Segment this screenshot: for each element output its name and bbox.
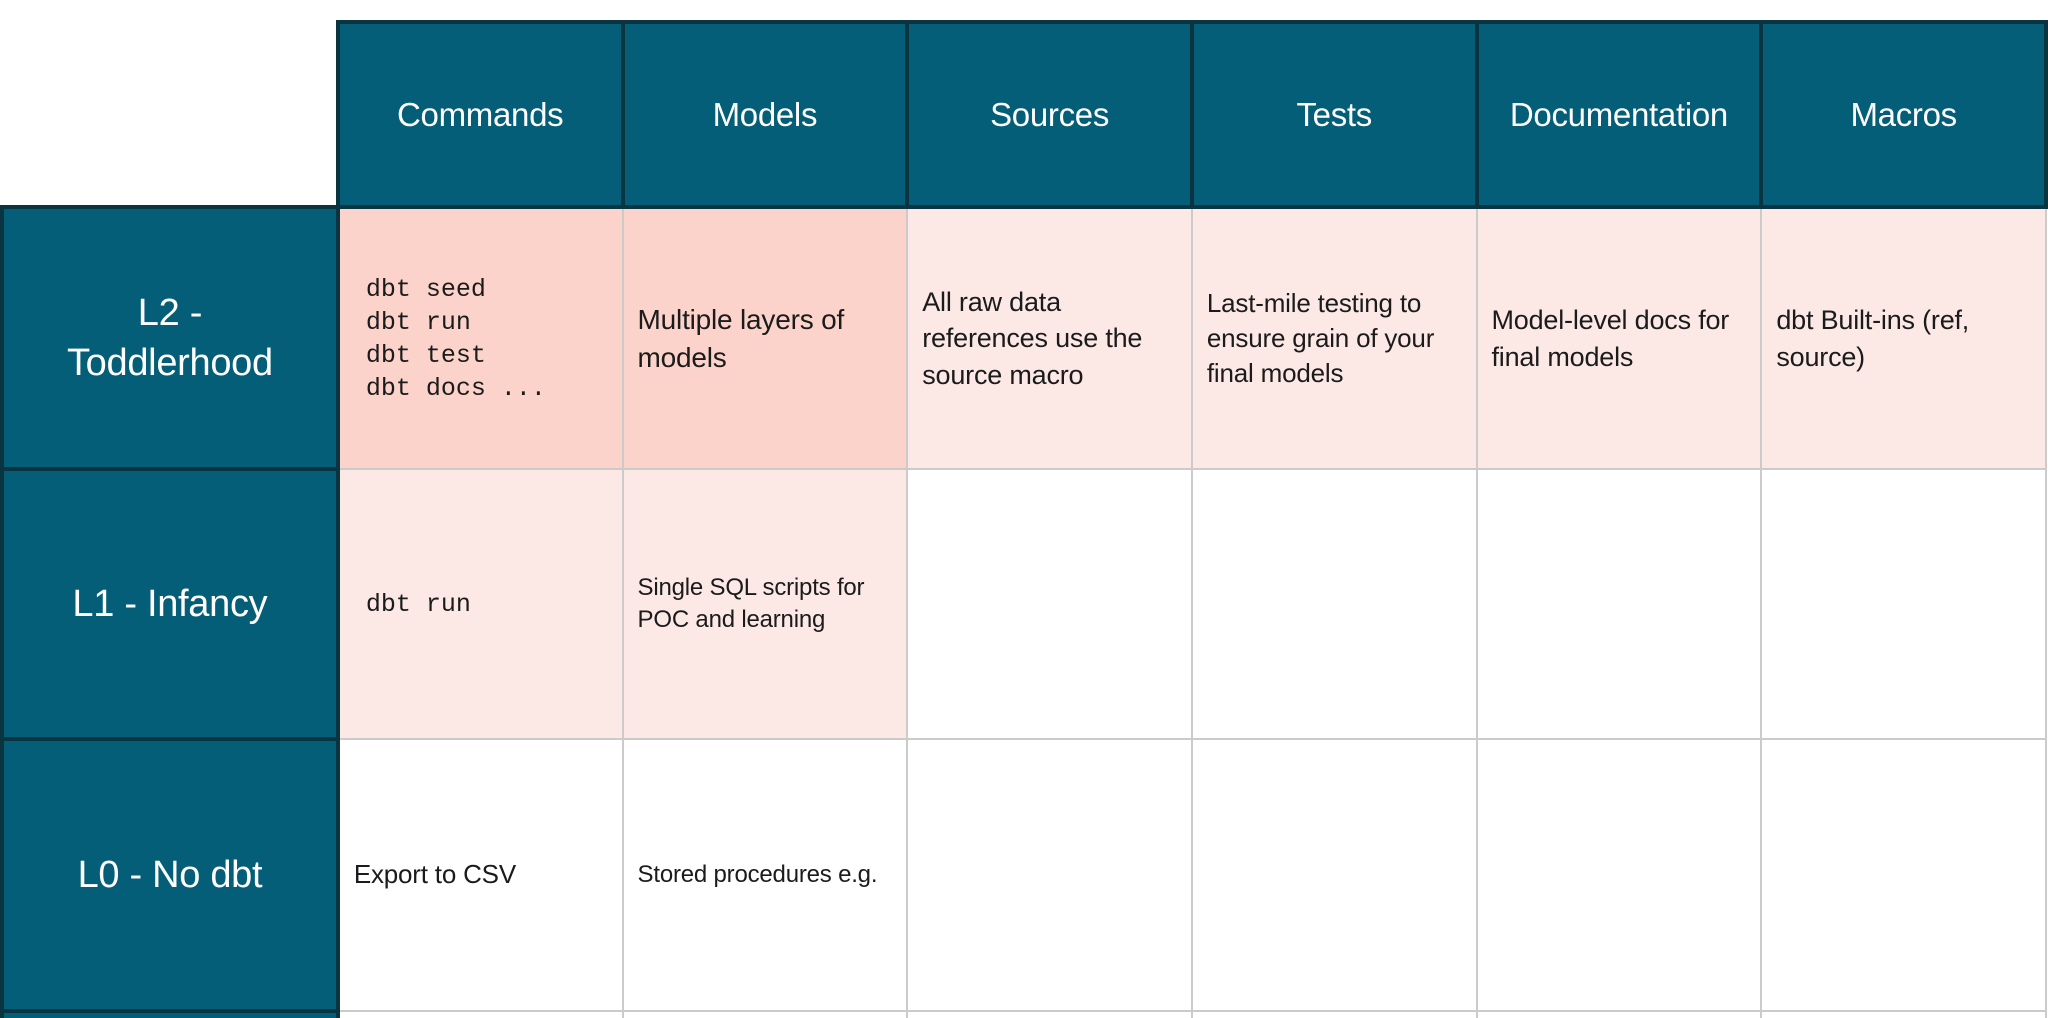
cell-partial xyxy=(1475,1010,1763,1018)
corner-blank-cell xyxy=(2,22,338,207)
cell-l0-models: Stored procedures e.g. xyxy=(621,738,909,1012)
cell-partial xyxy=(621,1010,909,1018)
row-header-l2: L2 - Toddlerhood xyxy=(0,205,340,471)
cell-l2-sources: All raw data references use the source m… xyxy=(906,206,1193,470)
row-header-l1: L1 - Infancy xyxy=(0,467,340,741)
row-partial-bottom xyxy=(0,1009,2047,1018)
column-header-macros: Macros xyxy=(1759,20,2048,209)
cell-l1-commands: dbt run xyxy=(336,468,624,740)
cell-l1-models: Single SQL scripts for POC and learning xyxy=(621,468,909,740)
cell-l1-tests xyxy=(1190,468,1478,740)
column-header-sources: Sources xyxy=(905,20,1194,209)
row-l0-no-dbt: L0 - No dbt Export to CSV Stored procedu… xyxy=(0,737,2047,1013)
column-header-tests: Tests xyxy=(1189,20,1479,209)
maturity-matrix-table: Commands Models Sources Tests Documentat… xyxy=(0,20,2048,1018)
cell-l1-sources xyxy=(906,468,1193,740)
cell-l0-macros xyxy=(1760,738,2047,1012)
row-l1-infancy: L1 - Infancy dbt run Single SQL scripts … xyxy=(0,467,2047,741)
cell-partial xyxy=(906,1010,1193,1018)
row-header-l0: L0 - No dbt xyxy=(0,737,340,1013)
cell-l0-sources xyxy=(906,738,1193,1012)
cell-partial xyxy=(1760,1010,2047,1018)
cell-l2-macros: dbt Built-ins (ref, source) xyxy=(1760,206,2047,470)
row-l2-toddlerhood: L2 - Toddlerhood dbt seed dbt run dbt te… xyxy=(0,205,2047,471)
column-header-row: Commands Models Sources Tests Documentat… xyxy=(2,20,2048,209)
cell-l1-macros xyxy=(1760,468,2047,740)
cell-l0-commands: Export to CSV xyxy=(336,738,624,1012)
cell-l2-commands: dbt seed dbt run dbt test dbt docs ... xyxy=(336,206,624,470)
column-header-documentation: Documentation xyxy=(1474,20,1764,209)
cell-partial xyxy=(1190,1010,1478,1018)
cell-l0-documentation xyxy=(1475,738,1763,1012)
cell-l0-tests xyxy=(1190,738,1478,1012)
cell-l2-documentation: Model-level docs for final models xyxy=(1475,206,1763,470)
cell-partial xyxy=(336,1010,624,1018)
column-header-models: Models xyxy=(620,20,910,209)
cell-l2-tests: Last-mile testing to ensure grain of you… xyxy=(1190,206,1478,470)
row-header-partial xyxy=(0,1009,340,1018)
cell-l2-models: Multiple layers of models xyxy=(621,206,909,470)
cell-l1-documentation xyxy=(1475,468,1763,740)
column-header-commands: Commands xyxy=(335,20,625,209)
